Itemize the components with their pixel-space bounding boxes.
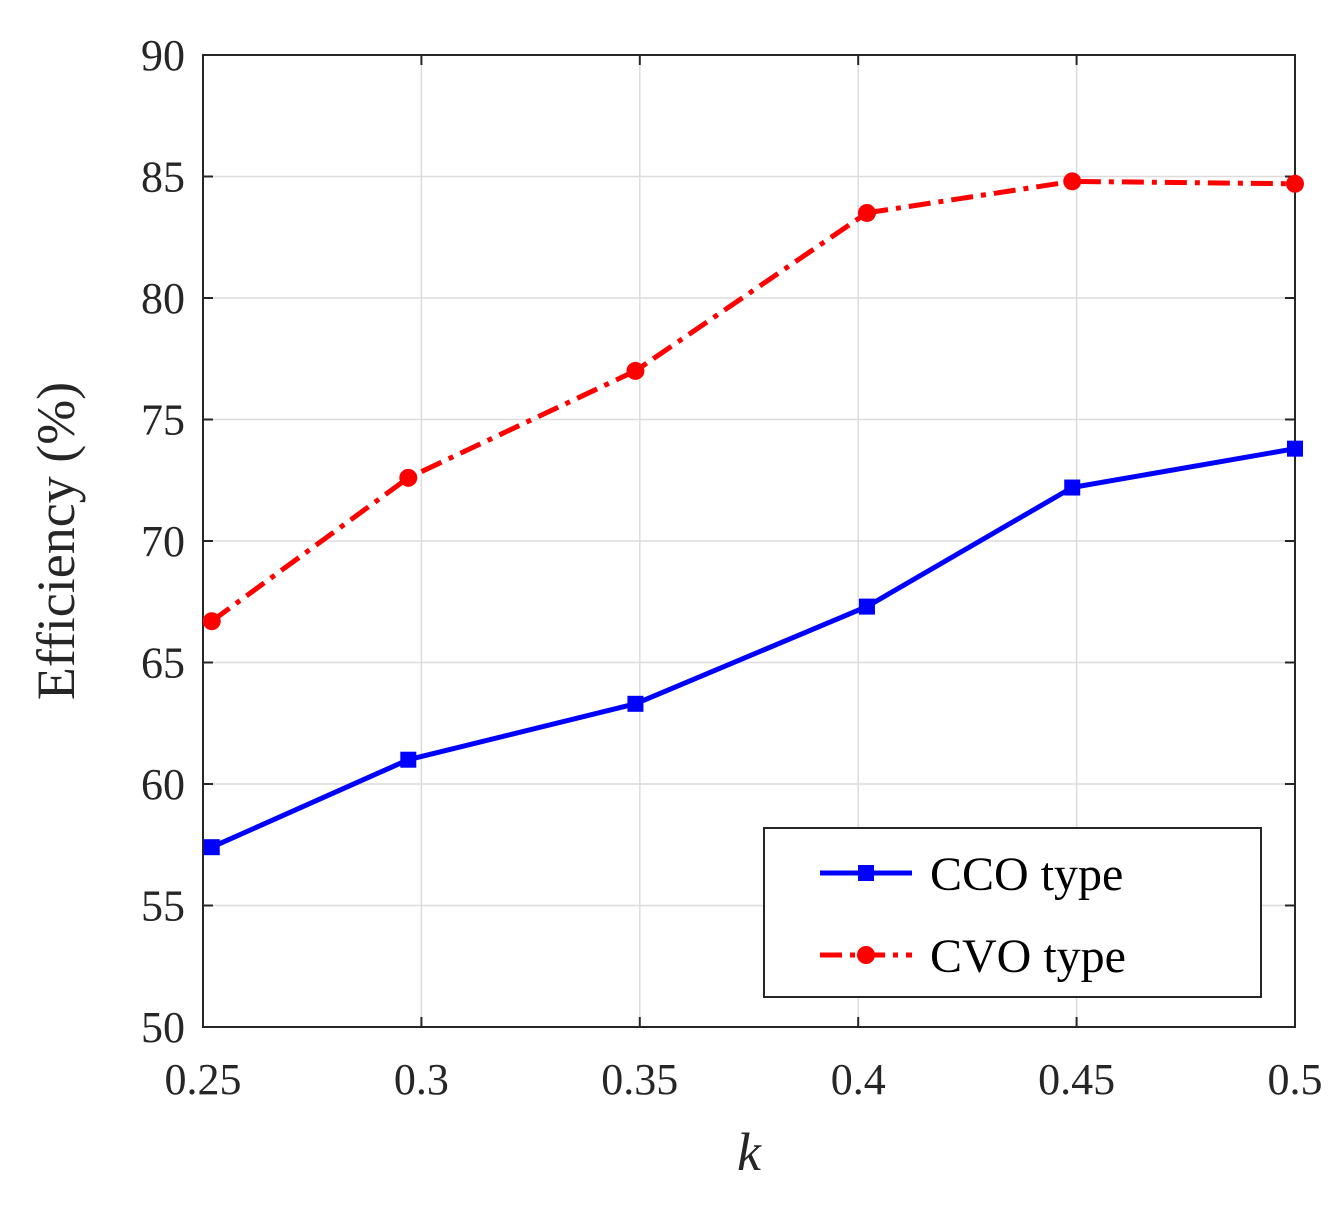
cco-data-point [1064, 479, 1081, 496]
data-series [202, 172, 1304, 856]
x-tick-label: 0.4 [831, 1055, 886, 1104]
y-tick-label: 60 [141, 760, 185, 809]
cvo-data-point [1286, 174, 1304, 193]
cvo-data-point [1063, 172, 1082, 191]
cvo-data-point [399, 468, 418, 487]
y-tick-label: 50 [141, 1003, 185, 1052]
legend-label-cco: CCO type [930, 848, 1123, 901]
y-tick-label: 65 [141, 639, 185, 688]
cco-data-point [1287, 440, 1303, 457]
x-tick-label: 0.45 [1038, 1055, 1115, 1104]
legend-marker-cvo [857, 946, 875, 964]
x-tick-label: 0.5 [1268, 1055, 1323, 1104]
legend: CCO type CVO type [763, 827, 1262, 998]
series-line-cco [210, 446, 1296, 850]
y-tick-label: 85 [141, 153, 185, 202]
legend-box [763, 827, 1262, 998]
axis-ticks: 0.25 0.3 0.35 0.4 0.45 0.5 50 55 60 65 70 75 80 85 90 [141, 31, 1323, 1104]
cvo-data-point [857, 203, 876, 222]
y-tick-label: 70 [141, 517, 185, 566]
cco-data-point [400, 751, 417, 768]
cco-data-point [203, 839, 220, 856]
cco-data-point [858, 598, 875, 615]
cvo-data-point [626, 361, 645, 380]
x-tick-label: 0.35 [601, 1055, 678, 1104]
x-tick-label: 0.25 [165, 1055, 242, 1104]
cvo-data-point [202, 612, 221, 631]
y-tick-label: 75 [141, 396, 185, 445]
y-axis-title: Efficiency (%) [26, 382, 86, 700]
x-tick-label: 0.3 [394, 1055, 449, 1104]
legend-marker-cco [858, 865, 874, 881]
series-line-cvo [210, 178, 1296, 624]
y-tick-label: 55 [141, 882, 185, 931]
x-axis-title: k [737, 1122, 762, 1182]
y-tick-label: 90 [141, 31, 185, 80]
cco-data-point [627, 695, 644, 712]
legend-label-cvo: CVO type [930, 930, 1126, 983]
y-tick-label: 80 [141, 274, 185, 323]
